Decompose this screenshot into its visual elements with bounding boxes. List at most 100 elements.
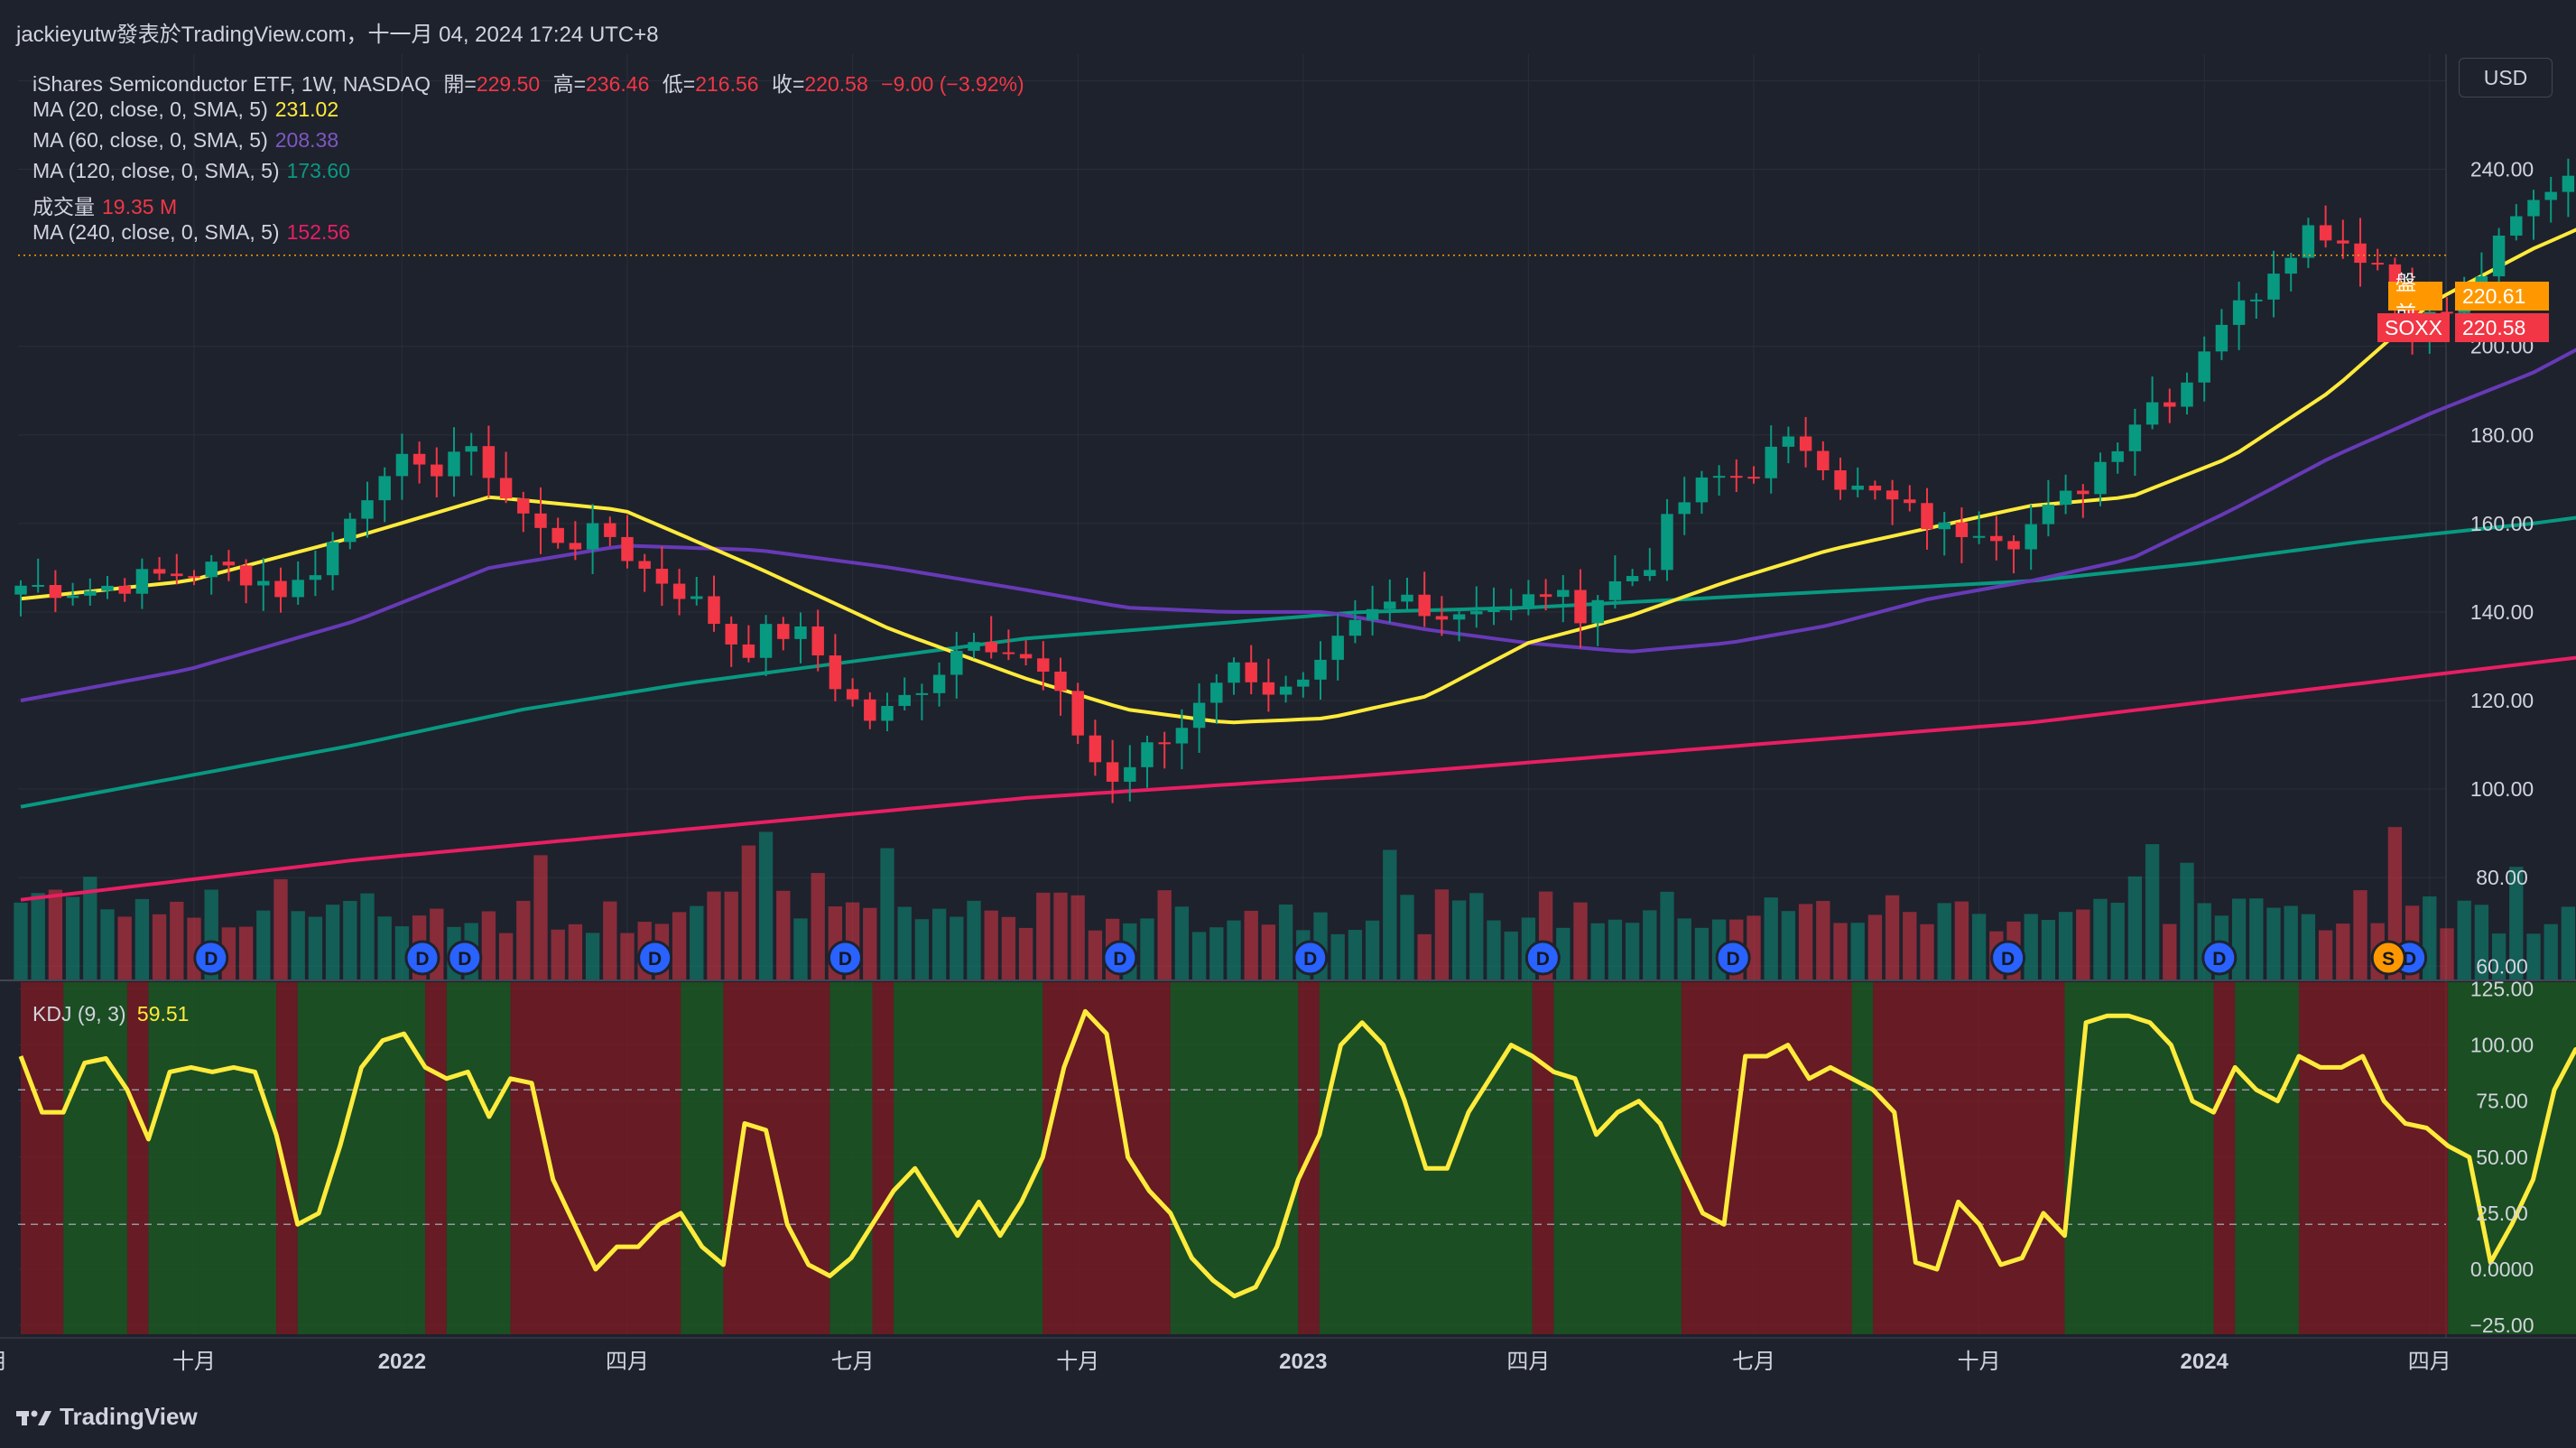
volume-bar (551, 929, 565, 979)
kdj-bull-zone (297, 982, 426, 1334)
volume-bar (2093, 898, 2108, 979)
candle-body (1279, 686, 1293, 695)
candle-body (1366, 608, 1379, 620)
volume-bar (498, 933, 514, 979)
volume-bar (1920, 924, 1934, 979)
volume-bar (758, 831, 774, 979)
time-tick-label: 2022 (378, 1350, 426, 1374)
candle-body (482, 446, 496, 478)
tradingview-logo[interactable]: TradingView (16, 1403, 198, 1431)
volume-bar (1227, 920, 1241, 979)
volume-bar (117, 916, 132, 979)
volume-bar (741, 845, 756, 979)
dividend-marker (2201, 940, 2238, 976)
volume-bar (1018, 927, 1033, 979)
volume-value: 19.35 M (102, 195, 178, 218)
candle-body (431, 464, 443, 477)
candle-body (2198, 351, 2210, 383)
ma60-label: MA (60, close, 0, SMA, 5) (32, 128, 268, 152)
volume-bar (2041, 920, 2056, 979)
candle-body (1712, 476, 1726, 478)
ma60-legend[interactable]: MA (60, close, 0, SMA, 5) 208.38 (32, 128, 346, 153)
candle-body (1955, 522, 1969, 537)
symbol-label-tag: SOXX (2377, 313, 2450, 342)
candle-body (344, 518, 357, 543)
dividend-marker (1293, 940, 1329, 976)
candle-body (1608, 580, 1622, 600)
currency-button[interactable]: USD (2459, 58, 2553, 97)
candle-body (1661, 514, 1673, 571)
volume-bar (1625, 923, 1640, 979)
kdj-bull-zone (2064, 982, 2214, 1334)
volume-bar (65, 896, 80, 979)
candle-body (2354, 243, 2367, 264)
candle-body (1990, 535, 2003, 542)
volume-bar (1694, 927, 1710, 979)
ma20-value: 231.02 (274, 97, 339, 121)
volume-label: 成交量 (32, 195, 95, 218)
candle-body (188, 576, 200, 579)
ma240-legend[interactable]: MA (240, close, 0, SMA, 5) 152.56 (32, 220, 357, 245)
kdj-legend[interactable]: KDJ (9, 3) 59.51 (32, 1002, 189, 1026)
volume-bar (170, 901, 184, 979)
volume-bar (1348, 930, 1363, 979)
kdj-tick-label: 100.00 (2470, 1034, 2534, 1057)
volume-bar (1573, 902, 1588, 979)
candle-body (586, 523, 599, 550)
candle-body (1921, 503, 1933, 530)
symbol-legend[interactable]: iShares Semiconductor ETF, 1W, NASDAQ 開=… (32, 67, 1032, 97)
dividend-marker-letter: D (1303, 949, 1317, 970)
split-marker-letter: S (2382, 949, 2395, 970)
volume-bar (1590, 923, 1605, 979)
volume-bar (880, 848, 894, 979)
kdj-bear-zone (1873, 982, 2065, 1334)
kdj-bear-zone (510, 982, 681, 1334)
kdj-line (18, 1008, 2576, 1299)
kdj-label: KDJ (9, 3) (32, 1002, 126, 1026)
candle-body (2441, 311, 2453, 314)
volume-bar (2284, 905, 2298, 979)
candle-body (1089, 735, 1102, 763)
volume-legend[interactable]: 成交量 19.35 M (32, 190, 184, 220)
ma120-legend[interactable]: MA (120, close, 0, SMA, 5) 173.60 (32, 159, 357, 183)
volume-bar (2058, 912, 2073, 979)
volume-bar (585, 933, 600, 979)
ma20-legend[interactable]: MA (20, close, 0, SMA, 5) 231.02 (32, 97, 346, 122)
kdj-bull-zone (446, 982, 511, 1334)
volume-bar (1209, 927, 1224, 979)
candle-body (153, 569, 166, 574)
candle-body (1401, 594, 1413, 602)
candle-body (725, 624, 737, 645)
volume-bar (152, 914, 167, 979)
candle-body (2319, 225, 2332, 241)
candle-body (1019, 654, 1033, 659)
kdj-bear-zone (425, 982, 447, 1334)
candle-body (2181, 382, 2193, 407)
volume-bar (100, 909, 115, 979)
candle-body (1037, 658, 1050, 672)
publisher-caption: jackieyutw發表於TradingView.com，十一月 04, 202… (16, 23, 659, 47)
volume-bar (533, 855, 548, 979)
volume-bar (1971, 914, 1987, 979)
volume-bar (2110, 902, 2125, 979)
volume-bar (1504, 931, 1518, 979)
dividend-marker (1524, 940, 1561, 976)
volume-bar (1157, 890, 1172, 979)
candle-body (1228, 662, 1240, 683)
candle-body (14, 585, 27, 595)
candle-body (1418, 594, 1431, 617)
candle-body (915, 692, 929, 695)
symbol-value-tag: 220.58 (2455, 313, 2549, 342)
candle-body (1539, 594, 1552, 598)
volume-bar (1469, 893, 1484, 979)
candle-body (395, 453, 409, 477)
high-value: 236.46 (586, 72, 650, 96)
time-tick-label: 四月 (1506, 1350, 1550, 1374)
dividend-marker-letter: D (458, 949, 471, 970)
candle-body (49, 584, 62, 599)
kdj-axis: 125.00 100.00 75.00 50.00 25.00 0.0000 −25.00 (2470, 977, 2534, 1337)
candle-body (32, 584, 44, 587)
high-label: 高= (552, 72, 587, 96)
candle-body (239, 565, 253, 586)
